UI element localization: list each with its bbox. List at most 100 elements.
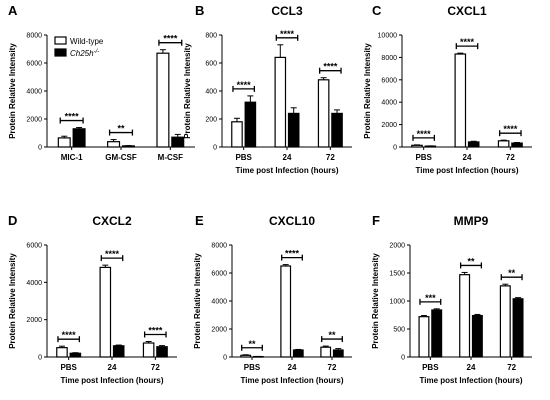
y-tick-label: 4000 xyxy=(26,89,42,96)
x-tick-label: PBS xyxy=(244,363,261,372)
y-axis-title: Protein Relative Intensity xyxy=(8,43,17,139)
panel-letter: B xyxy=(195,3,204,18)
y-tick-label: 1500 xyxy=(389,271,405,278)
significance-label: ** xyxy=(467,256,475,266)
bar-wild-type xyxy=(418,316,430,358)
bar-wild-type xyxy=(497,140,510,148)
bar-ch25h-knockout xyxy=(244,101,257,148)
y-axis-title: Protein Relative Intensity xyxy=(193,253,202,349)
y-tick-label: 600 xyxy=(205,61,217,68)
bar-ch25h-knockout xyxy=(112,345,125,358)
legend-swatch xyxy=(54,48,67,57)
bar-wild-type xyxy=(156,52,170,148)
panel-c: C CXCL1 0 2000 4000 6000 8000 10000 Protein Rela… xyxy=(363,3,532,175)
bar-ch25h-knockout xyxy=(332,349,344,358)
bar-wild-type xyxy=(231,121,243,148)
x-tick-label: 72 xyxy=(506,153,515,162)
y-tick-label: 2000 xyxy=(26,317,42,324)
panel-letter: E xyxy=(195,213,204,228)
y-tick-label: 6000 xyxy=(26,243,42,250)
x-tick-label: 72 xyxy=(326,153,335,162)
y-tick-label: 2000 xyxy=(381,122,397,129)
x-tick-label: GM-CSF xyxy=(105,153,137,162)
y-axis-title: Protein Relative Intensity xyxy=(183,43,192,139)
y-tick-label: 8000 xyxy=(211,243,227,250)
panel-a: A 0 2000 4000 6000 8000 Protein Relative Inten… xyxy=(8,3,195,162)
bar-wild-type xyxy=(280,265,292,358)
x-tick-label: PBS xyxy=(235,153,252,162)
panel-letter: C xyxy=(372,3,382,18)
y-axis-title: Protein Relative Intensity xyxy=(371,253,380,349)
legend-label: Wild-type xyxy=(70,37,104,46)
significance-label: **** xyxy=(417,129,432,139)
bar-wild-type xyxy=(499,285,511,358)
x-tick-label: 24 xyxy=(108,363,117,372)
y-tick-label: 2000 xyxy=(211,327,227,334)
significance-label: **** xyxy=(105,249,120,259)
significance-label: **** xyxy=(460,37,475,47)
x-tick-label: MIC-1 xyxy=(61,153,83,162)
bar-wild-type xyxy=(454,53,467,148)
bar-ch25h-knockout xyxy=(511,142,523,148)
y-tick-label: 400 xyxy=(205,89,217,96)
x-tick-label: 24 xyxy=(288,363,297,372)
panel-title: CXCL10 xyxy=(269,214,315,228)
y-tick-label: 6000 xyxy=(211,271,227,278)
legend-label-knockout: Ch25h-/- xyxy=(70,49,99,58)
x-tick-label: PBS xyxy=(422,363,439,372)
bar-ch25h-knockout xyxy=(471,314,483,358)
y-tick-label: 0 xyxy=(38,355,42,362)
significance-label: ** xyxy=(328,330,336,340)
y-tick-label: 6000 xyxy=(26,61,42,68)
panel-title: CXCL2 xyxy=(92,214,132,228)
y-axis-title: Protein Relative Intensity xyxy=(363,43,372,139)
bar-wild-type xyxy=(142,342,155,358)
x-tick-label: PBS xyxy=(415,153,432,162)
x-tick-label: 24 xyxy=(283,153,292,162)
bar-ch25h-knockout xyxy=(512,298,524,358)
legend-label-gene: Ch25h xyxy=(70,49,94,58)
bar-wild-type xyxy=(99,266,112,358)
y-tick-label: 2000 xyxy=(389,243,405,250)
y-tick-label: 0 xyxy=(213,145,217,152)
x-tick-label: 72 xyxy=(507,363,516,372)
bar-ch25h-knockout xyxy=(431,309,443,358)
panel-f: F MMP9 0 500 1000 1500 2000 Protein Relative In… xyxy=(371,213,532,385)
panel-d: D CXCL2 0 2000 4000 6000 Protein Relative Inte… xyxy=(8,213,177,385)
x-tick-label: 72 xyxy=(151,363,160,372)
bar-ch25h-knockout xyxy=(72,128,86,148)
panel-letter: F xyxy=(372,213,380,228)
x-axis-title: Time post Infection (hours) xyxy=(61,376,164,385)
significance-label: ** xyxy=(508,268,516,278)
y-tick-label: 1000 xyxy=(389,299,405,306)
y-tick-label: 8000 xyxy=(26,33,42,40)
bar-ch25h-knockout xyxy=(292,349,304,358)
significance-label: **** xyxy=(237,80,252,90)
x-axis-title: Time post Infection (hours) xyxy=(241,376,344,385)
bar-wild-type xyxy=(320,346,332,358)
bar-wild-type xyxy=(240,354,252,358)
y-tick-label: 4000 xyxy=(381,100,397,107)
panel-title: CXCL1 xyxy=(447,4,487,18)
y-tick-label: 800 xyxy=(205,33,217,40)
x-tick-label: PBS xyxy=(60,363,77,372)
y-tick-label: 0 xyxy=(38,145,42,152)
bar-ch25h-knockout xyxy=(467,141,480,148)
bar-wild-type xyxy=(459,274,471,358)
y-tick-label: 500 xyxy=(393,327,405,334)
y-axis-title: Protein Relative Intensity xyxy=(8,253,17,349)
panel-b: B CCL3 0 200 400 600 800 Protein Relative Inten… xyxy=(183,3,352,175)
bar-wild-type xyxy=(317,79,330,148)
significance-label: **** xyxy=(148,326,163,336)
significance-label: **** xyxy=(280,29,295,39)
bar-ch25h-knockout xyxy=(156,346,168,358)
legend-swatch xyxy=(54,36,67,45)
panel-letter: D xyxy=(8,213,17,228)
significance-label: **** xyxy=(65,112,80,122)
y-tick-label: 4000 xyxy=(211,299,227,306)
y-tick-label: 2000 xyxy=(26,117,42,124)
y-tick-label: 0 xyxy=(223,355,227,362)
bar-ch25h-knockout xyxy=(171,136,185,148)
x-axis-title: Time post Infection (hours) xyxy=(420,376,523,385)
